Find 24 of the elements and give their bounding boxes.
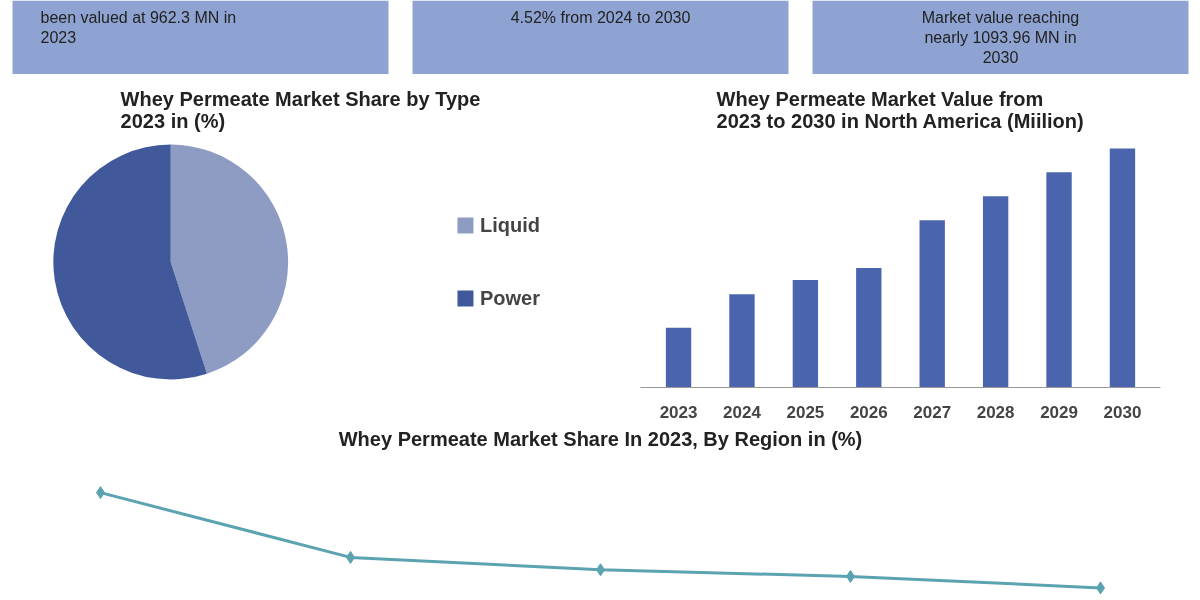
- bar: [856, 267, 882, 388]
- x-tick-label: 2030: [1103, 402, 1142, 422]
- bar: [1046, 172, 1072, 388]
- chart-title: Whey Permeate Market Share by Type 2023 in (%): [120, 87, 481, 132]
- text: 4.52% from 2024 to 2030: [510, 8, 691, 26]
- bar: [792, 279, 819, 388]
- chart-title: Whey Permeate Market Share In 2023, By Region in (%): [338, 427, 863, 450]
- legend-label: Liquid: [479, 213, 540, 237]
- x-tick-label: 2023: [659, 402, 698, 422]
- bar: [1109, 148, 1136, 388]
- x-tick-label: 2025: [786, 402, 825, 422]
- chart-title: Whey Permeate Market Value from 2023 to 2030 in North America (Miilion): [716, 87, 1084, 132]
- x-tick-label: 2028: [976, 402, 1015, 422]
- bar: [729, 294, 755, 388]
- bar: [665, 327, 692, 388]
- legend-label: Power: [479, 286, 540, 310]
- text: Market value reaching nearly 1093.96 MN in 2030: [921, 8, 1080, 67]
- bar: [982, 196, 1009, 388]
- text: been valued at 962.3 MN in 2023: [40, 8, 237, 46]
- x-tick-label: 2029: [1040, 402, 1078, 422]
- x-tick-label: 2027: [913, 402, 952, 422]
- x-tick-label: 2024: [723, 402, 762, 422]
- bar: [919, 220, 945, 388]
- x-tick-label: 2026: [849, 402, 888, 422]
